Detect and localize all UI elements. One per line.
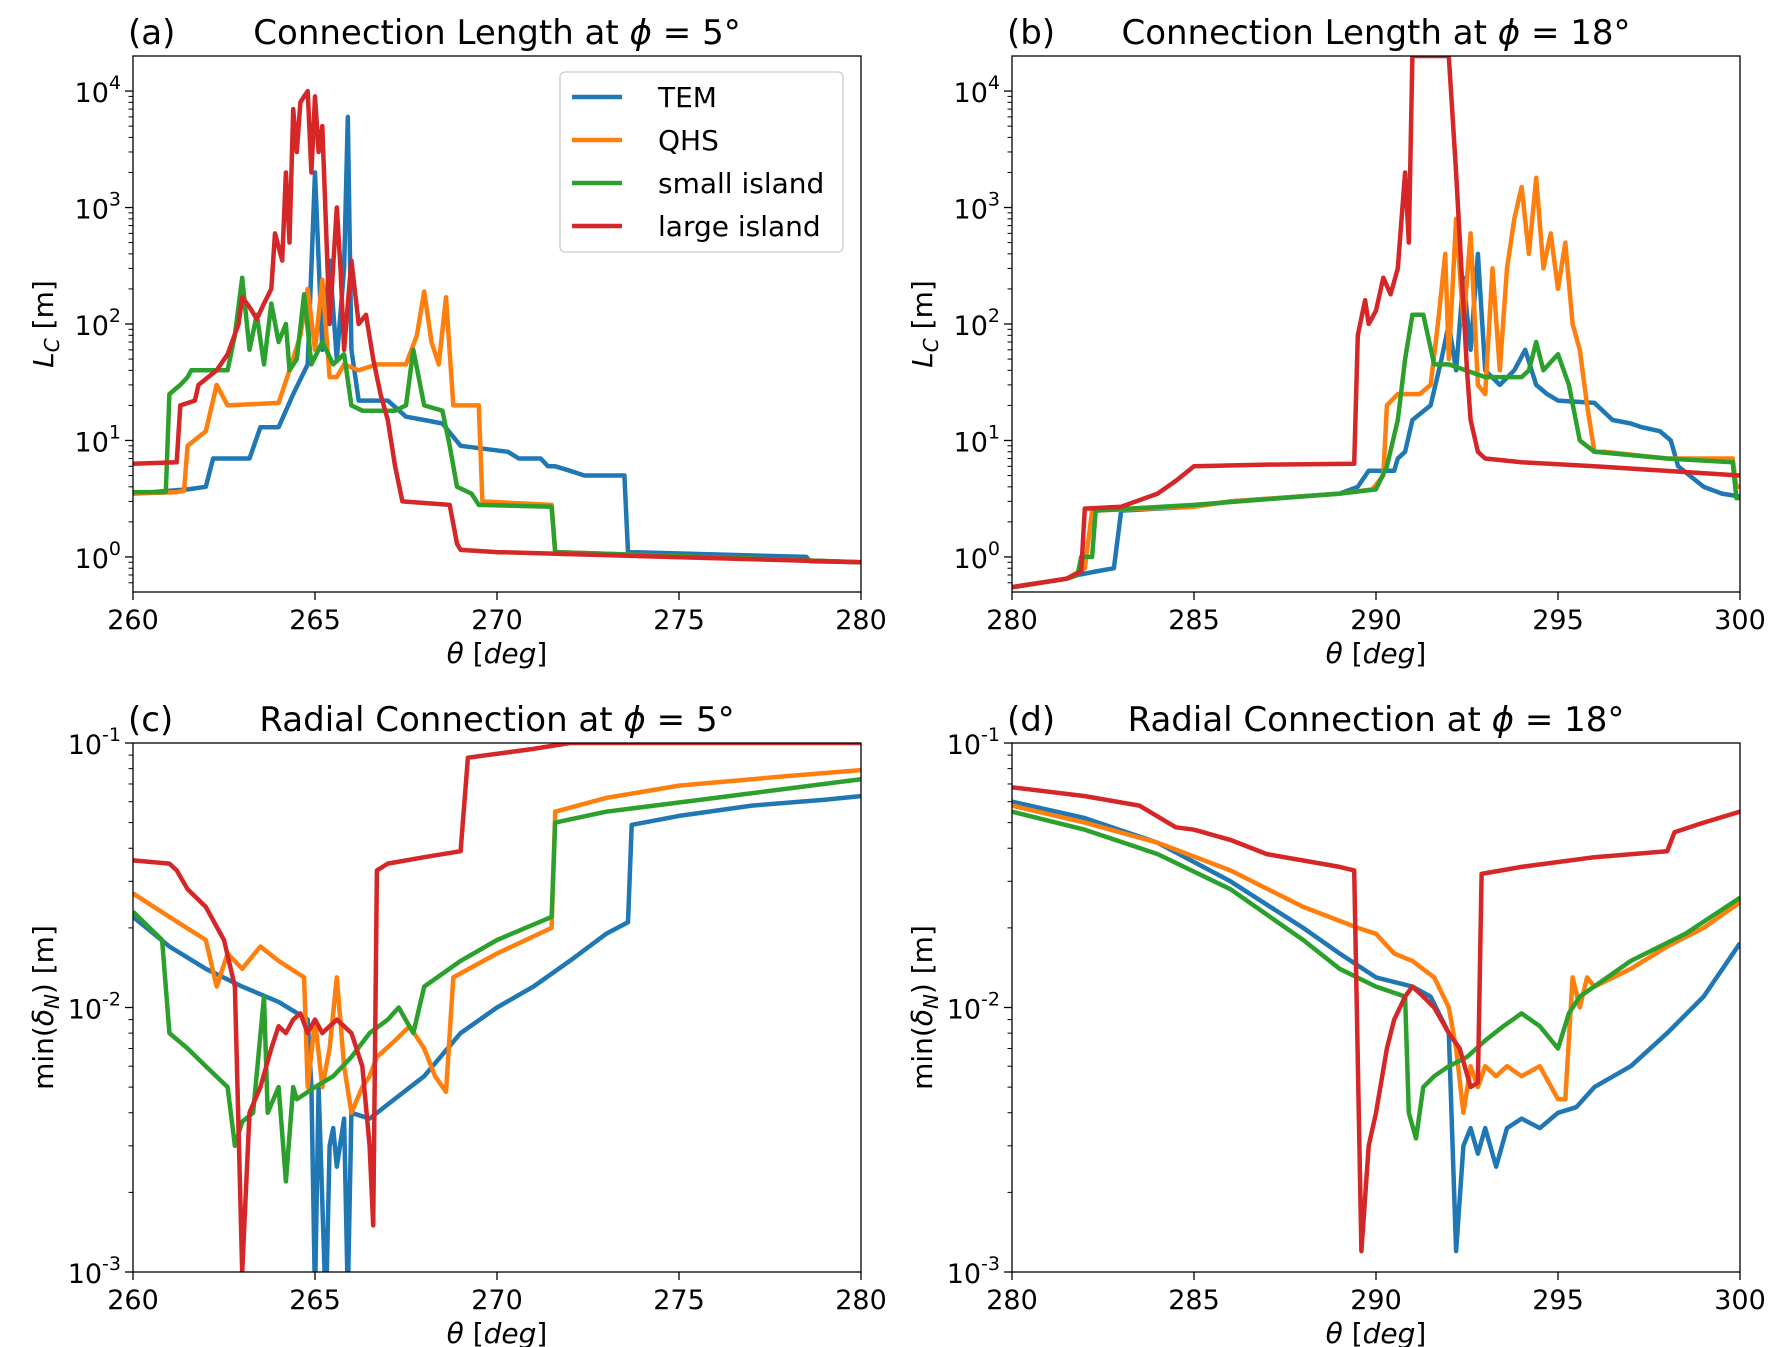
x-tick-label: 300 xyxy=(1714,605,1766,636)
y-axis-label: LC [m] xyxy=(906,280,943,368)
x-tick-label: 295 xyxy=(1532,605,1584,636)
y-tick-label: 103 xyxy=(75,189,121,226)
series-line-small-island xyxy=(133,776,861,1184)
x-axis-label: θ [deg] xyxy=(1326,1317,1427,1347)
y-tick-label: 10-3 xyxy=(947,1253,1000,1290)
x-tick-label: 290 xyxy=(1350,605,1402,636)
series-line-small-island xyxy=(1012,312,1740,590)
y-tick-label: 10-1 xyxy=(68,724,121,761)
chart-title: Connection Length at ϕ = 5° xyxy=(253,13,740,53)
y-tick-label: 101 xyxy=(954,421,1000,458)
y-tick-label: 100 xyxy=(954,538,1000,575)
x-tick-label: 270 xyxy=(471,1285,523,1316)
chart-panel-b: 280 285 290 295 300 100 101 102 103 104 θ [deg] LC … xyxy=(906,13,1766,670)
x-tick-label: 260 xyxy=(107,605,159,636)
x-axis-label: θ [deg] xyxy=(1326,637,1427,670)
series-line-large-island xyxy=(1012,785,1740,1254)
series-line-tem xyxy=(1012,799,1740,1254)
chart-panel-d: 280 285 290 295 300 10-3 10-2 10-1 θ [deg] min(δN… xyxy=(906,700,1766,1347)
y-tick-label: 10-1 xyxy=(947,724,1000,761)
y-tick-label: 100 xyxy=(75,538,121,575)
chart-title: Connection Length at ϕ = 18° xyxy=(1121,13,1630,53)
legend-entry: small island xyxy=(658,167,824,200)
series-line-qhs xyxy=(133,767,861,1116)
x-tick-label: 280 xyxy=(835,1285,887,1316)
x-tick-label: 265 xyxy=(289,1285,341,1316)
x-tick-label: 285 xyxy=(1168,605,1220,636)
axes-frame xyxy=(1011,742,1741,1273)
y-tick-label: 10-2 xyxy=(68,989,121,1026)
legend-entry: QHS xyxy=(658,124,719,157)
y-tick-label: 102 xyxy=(75,305,121,342)
x-tick-label: 270 xyxy=(471,605,523,636)
series-line-small-island xyxy=(1012,809,1740,1141)
chart-panel-a: 260 265 270 275 280 100 101 102 103 104 θ [deg] LC … xyxy=(27,13,887,670)
y-tick-label: 103 xyxy=(954,189,1000,226)
y-axis-label: min(δN) [m] xyxy=(906,925,943,1090)
y-axis-label: min(δN) [m] xyxy=(27,925,64,1090)
legend-entry: TEM xyxy=(657,81,717,114)
legend-box xyxy=(559,71,844,253)
x-axis-label: θ [deg] xyxy=(447,1317,548,1347)
x-tick-label: 280 xyxy=(986,605,1038,636)
panel-label: (a) xyxy=(128,13,175,53)
series-line-large-island xyxy=(133,88,861,565)
y-tick-label: 102 xyxy=(954,305,1000,342)
x-tick-label: 265 xyxy=(289,605,341,636)
y-tick-label: 10-2 xyxy=(947,989,1000,1026)
x-tick-label: 295 xyxy=(1532,1285,1584,1316)
x-tick-label: 275 xyxy=(653,1285,705,1316)
series-line-small-island xyxy=(133,275,861,565)
series-line-tem xyxy=(133,114,861,565)
x-axis-label: θ [deg] xyxy=(447,637,548,670)
chart-title: Radial Connection at ϕ = 18° xyxy=(1128,700,1625,740)
series-line-large-island xyxy=(133,743,861,1272)
chart-panel-c: 260 265 270 275 280 10-3 10-2 10-1 θ [deg] min(δN… xyxy=(27,700,887,1347)
y-tick-label: 104 xyxy=(954,72,1000,109)
legend-entry: large island xyxy=(658,210,821,243)
x-tick-label: 280 xyxy=(835,605,887,636)
x-tick-label: 300 xyxy=(1714,1285,1766,1316)
x-tick-label: 260 xyxy=(107,1285,159,1316)
y-tick-label: 10-3 xyxy=(68,1253,121,1290)
y-tick-label: 104 xyxy=(75,72,121,109)
x-tick-label: 290 xyxy=(1350,1285,1402,1316)
x-tick-label: 275 xyxy=(653,605,705,636)
chart-title: Radial Connection at ϕ = 5° xyxy=(259,700,734,740)
series-line-large-island xyxy=(1012,56,1740,590)
y-tick-label: 101 xyxy=(75,421,121,458)
y-axis-label: LC [m] xyxy=(27,280,64,368)
series-line-qhs xyxy=(1012,803,1740,1116)
panel-label: (d) xyxy=(1007,700,1055,740)
x-tick-label: 285 xyxy=(1168,1285,1220,1316)
panel-label: (b) xyxy=(1007,13,1055,53)
series-line-qhs xyxy=(133,277,861,565)
legend: TEM QHS small island large island xyxy=(559,71,844,253)
panel-label: (c) xyxy=(128,700,173,740)
x-tick-label: 280 xyxy=(986,1285,1038,1316)
